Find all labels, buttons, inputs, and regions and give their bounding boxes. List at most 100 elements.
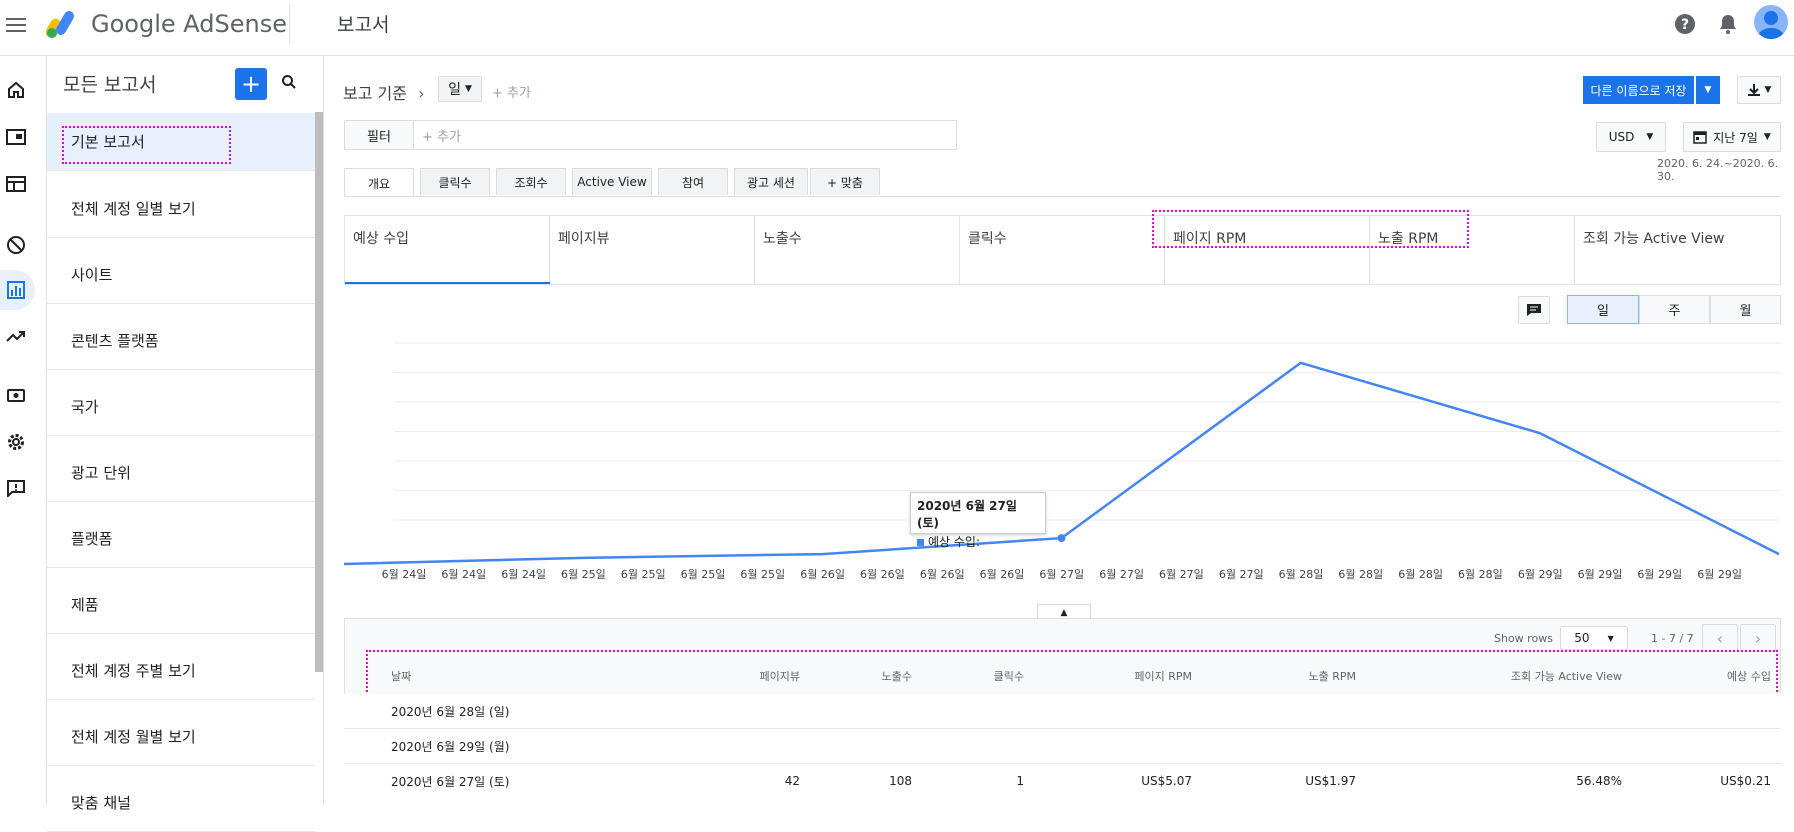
- add-report-button[interactable]: +: [235, 68, 267, 100]
- chart-tooltip: 2020년 6월 27일 (토) 예상 수입:: [910, 492, 1046, 549]
- tab-views[interactable]: 조회수: [496, 168, 566, 195]
- help-icon[interactable]: ?: [1671, 10, 1699, 38]
- column-header-clicks[interactable]: 클릭수: [993, 670, 1024, 683]
- x-tick-label: 6월 25일: [621, 567, 666, 581]
- rows-per-page-select[interactable]: 50 ▼: [1560, 626, 1628, 650]
- x-tick-label: 6월 25일: [681, 567, 726, 581]
- row-divider: [344, 728, 1781, 729]
- tab-active-view[interactable]: Active View: [572, 168, 652, 195]
- payments-icon[interactable]: [2, 381, 30, 409]
- report-item[interactable]: 제품: [47, 576, 315, 634]
- filter-label: 필터: [344, 120, 414, 150]
- column-header-active-view[interactable]: 조회 가능 Active View: [1510, 670, 1622, 683]
- report-item[interactable]: 기본 보고서: [47, 113, 315, 171]
- tab-ad-sessions[interactable]: 광고 세션: [734, 168, 808, 195]
- granularity-month[interactable]: 월: [1710, 295, 1781, 324]
- scrollbar-thumb[interactable]: [315, 112, 323, 672]
- sites-icon[interactable]: [2, 123, 30, 151]
- prev-page-button[interactable]: ‹: [1702, 624, 1738, 652]
- report-item[interactable]: 전체 계정 일별 보기: [47, 180, 315, 238]
- show-rows-label: Show rows: [1494, 632, 1553, 645]
- rail-active-indicator: [0, 270, 35, 310]
- x-tick-label: 6월 29일: [1518, 567, 1563, 581]
- annotations-button[interactable]: [1518, 296, 1550, 324]
- date-range-select[interactable]: 지난 7일 ▼: [1683, 122, 1781, 152]
- series-line: [344, 361, 1780, 566]
- table-cell: 42: [784, 774, 800, 788]
- metric-card[interactable]: 페이지 RPM: [1165, 216, 1370, 284]
- next-page-button[interactable]: ›: [1740, 624, 1776, 652]
- metric-card[interactable]: 노출 RPM: [1370, 216, 1575, 284]
- x-tick-label: 6월 28일: [1338, 567, 1383, 581]
- tab-label: Active View: [577, 175, 647, 189]
- tab-custom[interactable]: + 맞춤: [810, 168, 880, 195]
- notifications-bell-icon[interactable]: [1714, 10, 1742, 38]
- report-item[interactable]: 전체 계정 월별 보기: [47, 708, 315, 766]
- tab-label: 클릭수: [438, 175, 472, 190]
- svg-text:?: ?: [1681, 17, 1689, 33]
- column-header-earnings[interactable]: 예상 수입: [1727, 670, 1771, 683]
- report-item-label: 전체 계정 주별 보기: [71, 662, 196, 680]
- blocking-controls-icon[interactable]: [2, 231, 30, 259]
- row-divider: [344, 763, 1781, 764]
- optimization-icon[interactable]: [2, 322, 30, 350]
- metric-label: 클릭수: [968, 231, 1007, 247]
- table-cell-date: 2020년 6월 29일 (월): [391, 739, 510, 754]
- tab-overview[interactable]: 개요: [344, 168, 414, 197]
- menu-icon[interactable]: [6, 14, 26, 38]
- feedback-icon[interactable]: [2, 474, 30, 502]
- x-tick-label: 6월 27일: [1039, 567, 1084, 581]
- chevron-right-icon: ›: [1754, 628, 1762, 648]
- column-header-impressions[interactable]: 노출수: [881, 670, 912, 683]
- granularity-day[interactable]: 일: [1567, 295, 1639, 324]
- report-item[interactable]: 콘텐츠 플랫폼: [47, 312, 315, 370]
- dimension-select[interactable]: 일 ▼: [438, 76, 482, 102]
- tab-engagement[interactable]: 참여: [658, 168, 728, 195]
- home-icon[interactable]: [2, 76, 30, 104]
- add-dimension-link[interactable]: + 추가: [492, 86, 531, 101]
- download-button[interactable]: ▼: [1737, 76, 1781, 104]
- tabs-underline: [344, 196, 1781, 197]
- reports-icon[interactable]: [2, 276, 30, 304]
- granularity-week[interactable]: 주: [1639, 295, 1710, 324]
- column-header-pageviews[interactable]: 페이지뷰: [759, 670, 800, 683]
- series-swatch: [917, 539, 924, 546]
- x-tick-label: 6월 27일: [1219, 567, 1264, 581]
- metric-label: 노출수: [763, 231, 802, 247]
- column-header-impression-rpm[interactable]: 노출 RPM: [1308, 670, 1356, 683]
- filter-input[interactable]: + 추가: [414, 120, 957, 150]
- report-item-label: 사이트: [71, 266, 113, 284]
- column-header-date[interactable]: 날짜: [391, 670, 412, 683]
- x-tick-label: 6월 25일: [740, 567, 785, 581]
- save-as-button[interactable]: 다른 이름으로 저장: [1583, 76, 1694, 104]
- currency-select[interactable]: USD ▼: [1596, 122, 1666, 152]
- download-icon: [1747, 84, 1760, 96]
- report-item-label: 국가: [71, 398, 99, 416]
- chevron-left-icon: ‹: [1716, 628, 1724, 648]
- account-avatar[interactable]: [1754, 5, 1788, 39]
- metric-card[interactable]: 조회 가능 Active View: [1575, 216, 1780, 284]
- report-item[interactable]: 광고 단위: [47, 444, 315, 502]
- metric-card[interactable]: 클릭수: [960, 216, 1165, 284]
- settings-gear-icon[interactable]: [2, 428, 30, 456]
- highlight-annotation: [62, 126, 231, 164]
- metric-card[interactable]: 노출수: [755, 216, 960, 284]
- tab-clicks[interactable]: 클릭수: [420, 168, 490, 195]
- search-icon[interactable]: [281, 74, 297, 94]
- tooltip-series-label: 예상 수입:: [928, 535, 981, 549]
- metric-card[interactable]: 예상 수입: [345, 216, 550, 284]
- report-item[interactable]: 플랫폼: [47, 510, 315, 568]
- report-item[interactable]: 전체 계정 주별 보기: [47, 642, 315, 700]
- ads-icon[interactable]: [2, 170, 30, 198]
- column-header-page-rpm[interactable]: 페이지 RPM: [1134, 670, 1192, 683]
- save-options-dropdown[interactable]: ▼: [1695, 76, 1720, 104]
- x-tick-label: 6월 28일: [1279, 567, 1324, 581]
- report-item[interactable]: 맞춤 채널: [47, 774, 315, 832]
- data-point[interactable]: [1057, 534, 1066, 543]
- comment-icon: [1527, 304, 1541, 316]
- report-item[interactable]: 사이트: [47, 246, 315, 304]
- metric-card[interactable]: 페이지뷰: [550, 216, 755, 284]
- rows-per-page-value: 50: [1574, 631, 1590, 645]
- tab-label: 개요: [367, 176, 391, 191]
- report-item[interactable]: 국가: [47, 378, 315, 436]
